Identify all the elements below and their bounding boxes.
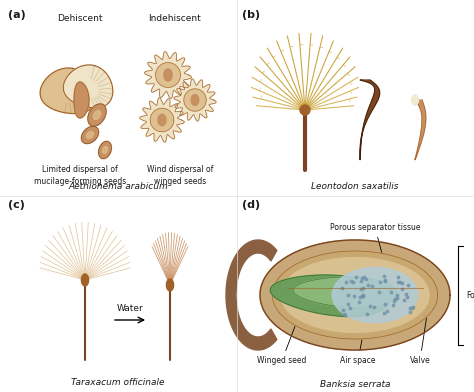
Polygon shape (415, 100, 426, 160)
Polygon shape (140, 98, 184, 142)
Polygon shape (293, 277, 397, 307)
Polygon shape (174, 79, 216, 121)
Text: Aethionema arabicum: Aethionema arabicum (68, 182, 168, 191)
Polygon shape (226, 240, 277, 350)
Polygon shape (260, 240, 450, 350)
Polygon shape (158, 114, 166, 126)
Text: Leontodon saxatilis: Leontodon saxatilis (311, 182, 399, 191)
Text: (b): (b) (242, 10, 260, 20)
Text: Water: Water (117, 304, 143, 313)
Polygon shape (270, 275, 390, 316)
Text: (d): (d) (242, 200, 260, 210)
Polygon shape (411, 95, 419, 105)
Polygon shape (145, 52, 191, 98)
Text: Wind dispersal of
winged seeds: Wind dispersal of winged seeds (147, 165, 213, 186)
Polygon shape (360, 80, 380, 160)
Text: Taraxacum officinale: Taraxacum officinale (71, 378, 165, 387)
Polygon shape (300, 105, 310, 115)
Polygon shape (87, 132, 93, 138)
Text: Winged seed: Winged seed (257, 303, 307, 365)
Polygon shape (82, 126, 99, 143)
Polygon shape (102, 147, 108, 154)
Polygon shape (150, 108, 174, 132)
Polygon shape (74, 82, 89, 118)
Text: Valve: Valve (410, 298, 430, 365)
Text: (c): (c) (8, 200, 25, 210)
Text: Porous separator tissue: Porous separator tissue (330, 223, 420, 262)
Text: Limited dispersal of
mucilage-forming seeds: Limited dispersal of mucilage-forming se… (34, 165, 126, 186)
Polygon shape (82, 274, 89, 286)
Text: (a): (a) (8, 10, 26, 20)
Polygon shape (184, 89, 206, 111)
Polygon shape (166, 279, 173, 291)
Polygon shape (88, 104, 106, 126)
Text: Banksia serrata: Banksia serrata (320, 380, 390, 389)
Polygon shape (155, 63, 181, 87)
Polygon shape (191, 94, 199, 105)
Text: Dehiscent: Dehiscent (57, 14, 103, 23)
Polygon shape (64, 65, 113, 108)
Polygon shape (93, 111, 100, 120)
Text: Air space: Air space (340, 301, 376, 365)
Text: Indehiscent: Indehiscent (149, 14, 201, 23)
Polygon shape (164, 69, 172, 81)
Polygon shape (273, 251, 438, 339)
Polygon shape (332, 267, 418, 323)
Polygon shape (40, 68, 96, 114)
Polygon shape (99, 141, 111, 159)
Polygon shape (281, 258, 429, 332)
Text: Follicle: Follicle (466, 290, 474, 299)
